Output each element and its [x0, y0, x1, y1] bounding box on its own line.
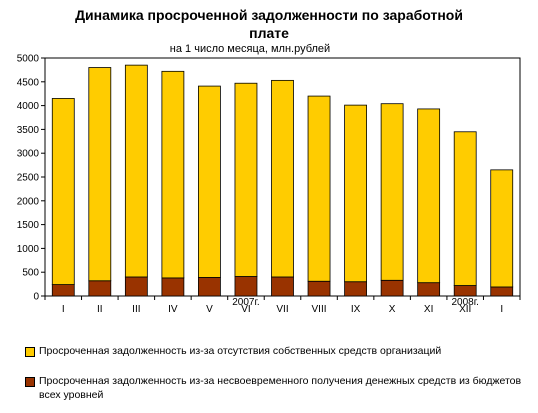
bar-segment-own-funds	[88, 67, 112, 282]
legend-swatch-budget	[25, 377, 35, 387]
x-tick-label: IX	[351, 304, 361, 315]
legend-item-own-funds: Просроченная задолженность из-за отсутст…	[25, 344, 538, 358]
x-tick-label: VIII	[312, 304, 327, 315]
x-tick-label: II	[97, 304, 103, 315]
y-tick-label: 3000	[17, 149, 40, 160]
chart-title-line-2: плате	[249, 25, 289, 41]
bar-segment-own-funds	[271, 79, 294, 278]
bar-segment-budget	[453, 285, 477, 297]
bar-segment-budget	[124, 276, 148, 297]
bar-segment-own-funds	[344, 104, 367, 283]
year-label: 2008г.	[451, 297, 478, 308]
y-tick-label: 4500	[17, 77, 40, 88]
chart-title-line-1: Динамика просроченной задолженности по з…	[75, 7, 463, 23]
x-tick-label: X	[389, 304, 396, 315]
bar-segment-own-funds	[198, 85, 221, 278]
bar-segment-budget	[380, 279, 404, 297]
bar-segment-own-funds	[234, 82, 258, 277]
bar-segment-budget	[417, 282, 441, 297]
bar-segment-own-funds	[124, 64, 148, 278]
x-tick-label: XII	[459, 304, 471, 315]
y-tick-label: 1500	[17, 220, 40, 231]
legend-label-own-funds: Просроченная задолженность из-за отсутст…	[39, 345, 442, 357]
bar-segment-own-funds	[453, 131, 477, 286]
y-tick-label: 5000	[17, 54, 40, 65]
bar-segment-budget	[161, 277, 185, 297]
bar-segment-own-funds	[307, 95, 331, 282]
y-tick-label: 2000	[17, 196, 40, 207]
y-tick-label: 3500	[17, 125, 40, 136]
legend-swatch-own-funds	[25, 347, 35, 357]
x-tick-label: I	[500, 304, 503, 315]
bar-segment-budget	[198, 277, 221, 297]
bar-segment-budget	[271, 276, 294, 297]
year-label: 2007г.	[232, 297, 259, 308]
y-tick-label: 4000	[17, 101, 40, 112]
y-tick-label: 1000	[17, 244, 40, 255]
chart-title: Динамика просроченной задолженности по з…	[0, 6, 538, 42]
bar-segment-budget	[51, 284, 75, 297]
bar-segment-own-funds	[161, 70, 185, 279]
bar-segment-budget	[307, 280, 331, 297]
bar-segment-budget	[490, 286, 514, 297]
bar-segment-budget	[344, 281, 367, 297]
y-tick-label: 500	[22, 268, 39, 279]
y-tick-label: 2500	[17, 173, 40, 184]
x-tick-label: V	[206, 304, 213, 315]
x-tick-label: XI	[424, 304, 433, 315]
bar-segment-own-funds	[51, 98, 75, 285]
legend-item-budget: Просроченная задолженность из-за несвоев…	[25, 374, 538, 402]
bar-segment-own-funds	[490, 169, 514, 288]
x-tick-label: I	[62, 304, 65, 315]
legend-label-budget: Просроченная задолженность из-за несвоев…	[39, 375, 522, 401]
x-tick-label: IV	[168, 304, 178, 315]
bar-segment-budget	[234, 276, 258, 297]
x-tick-label: VII	[276, 304, 288, 315]
bar-segment-own-funds	[417, 108, 441, 284]
x-tick-label: III	[132, 304, 140, 315]
bar-segment-own-funds	[380, 103, 404, 281]
y-tick-label: 0	[33, 292, 39, 303]
x-tick-label: VI	[241, 304, 250, 315]
chart-subtitle: на 1 число месяца, млн.рублей	[169, 43, 331, 55]
bar-segment-budget	[88, 280, 112, 297]
